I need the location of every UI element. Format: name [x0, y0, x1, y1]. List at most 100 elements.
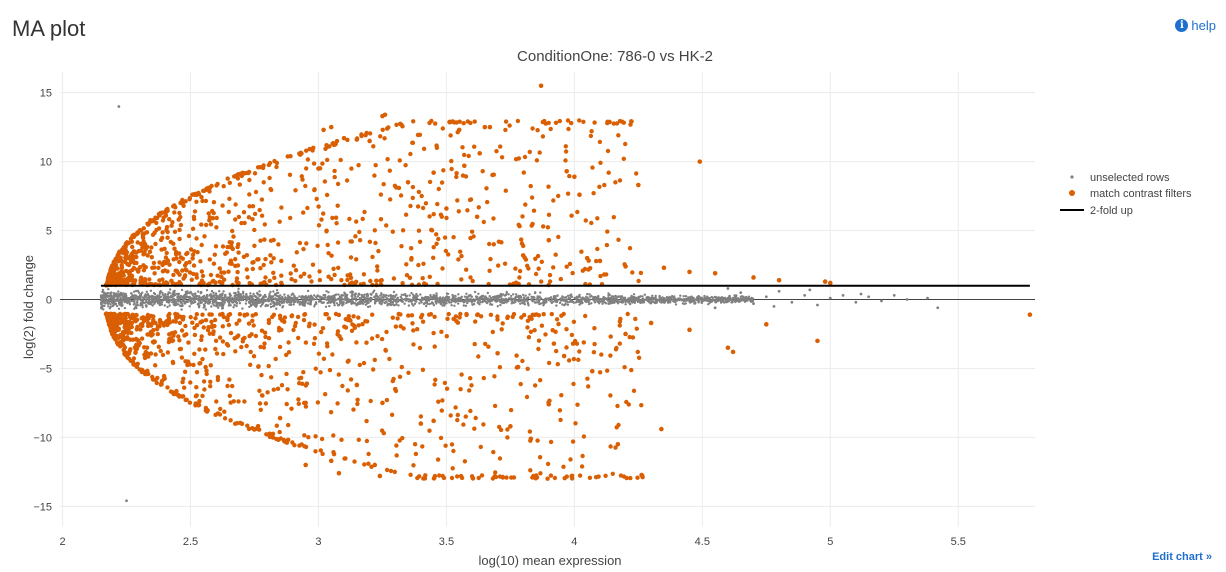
point-unselected — [197, 290, 200, 293]
point-unselected — [328, 297, 331, 300]
help-link[interactable]: i help — [1175, 18, 1216, 33]
point-unselected — [670, 295, 674, 298]
legend-item-unselected[interactable]: unselected rows — [1070, 172, 1170, 184]
point-match-outlier — [341, 135, 347, 141]
point-match — [476, 205, 481, 210]
point-match — [258, 407, 263, 412]
point-match — [112, 329, 118, 334]
edit-chart-link[interactable]: Edit chart » — [1152, 551, 1212, 563]
point-match — [359, 132, 364, 137]
point-unselected — [604, 302, 608, 305]
point-match — [245, 423, 250, 428]
point-match — [573, 421, 578, 426]
point-match — [262, 222, 267, 227]
point-match — [531, 208, 537, 213]
point-unselected — [277, 297, 281, 301]
point-unselected — [586, 296, 589, 299]
point-match — [319, 329, 324, 335]
point-match — [191, 271, 196, 277]
point-match — [595, 246, 600, 252]
point-unselected — [270, 296, 273, 299]
point-unselected — [248, 305, 251, 309]
point-unselected — [171, 295, 174, 298]
point-match — [570, 341, 576, 346]
point-unselected — [586, 292, 589, 296]
point-unselected-outlier — [880, 299, 883, 303]
point-unselected — [422, 302, 426, 305]
point-match — [500, 475, 505, 480]
point-unselected — [477, 292, 480, 295]
point-match — [222, 416, 228, 421]
point-match — [374, 278, 379, 283]
point-unselected — [711, 296, 714, 299]
legend-item-match[interactable]: match contrast filters — [1069, 188, 1192, 200]
point-unselected — [145, 290, 148, 293]
point-match — [389, 412, 395, 417]
point-unselected — [496, 305, 499, 308]
point-unselected — [133, 302, 136, 306]
point-match — [473, 415, 478, 421]
point-match-outlier — [316, 166, 321, 171]
point-match — [459, 277, 464, 282]
point-match — [329, 253, 334, 258]
point-match — [398, 312, 403, 317]
point-match — [218, 312, 223, 317]
point-match — [303, 444, 309, 450]
point-match — [465, 208, 470, 213]
point-match — [453, 314, 459, 319]
point-match — [598, 160, 603, 165]
point-unselected — [374, 297, 377, 301]
point-unselected — [361, 296, 364, 299]
point-match — [629, 119, 634, 124]
point-unselected — [217, 301, 220, 305]
point-match — [639, 403, 644, 408]
point-match — [178, 222, 184, 228]
point-unselected-outlier — [905, 298, 909, 301]
point-match — [456, 209, 461, 214]
point-match — [297, 381, 302, 386]
point-match — [177, 210, 182, 216]
point-match — [250, 217, 255, 222]
point-match — [262, 237, 267, 242]
point-match — [207, 185, 213, 190]
legend-item-fold-line[interactable]: 2-fold up — [1060, 205, 1133, 217]
point-match — [429, 227, 434, 233]
point-match — [129, 253, 134, 259]
point-match — [153, 241, 158, 247]
point-match — [497, 456, 503, 461]
point-unselected — [619, 295, 622, 298]
point-unselected — [731, 298, 734, 301]
point-unselected — [663, 301, 666, 304]
point-match — [371, 367, 376, 372]
point-match — [137, 340, 142, 346]
point-match — [526, 335, 532, 340]
point-match — [597, 370, 603, 375]
point-unselected — [293, 296, 296, 299]
point-match — [298, 150, 303, 155]
point-match — [120, 273, 126, 278]
point-unselected — [613, 301, 616, 304]
point-match — [312, 336, 318, 341]
point-match — [480, 169, 485, 174]
point-unselected — [389, 295, 393, 298]
point-match — [269, 260, 274, 265]
point-unselected — [150, 298, 153, 301]
point-match — [321, 211, 326, 216]
point-unselected — [350, 294, 354, 298]
point-match — [559, 393, 564, 398]
point-unselected — [550, 298, 554, 301]
point-match — [451, 448, 456, 454]
point-unselected — [511, 301, 515, 304]
point-unselected — [117, 307, 121, 310]
point-match — [591, 350, 597, 355]
point-match — [345, 317, 351, 323]
point-unselected — [277, 302, 281, 306]
point-match — [507, 123, 512, 128]
point-match — [226, 269, 231, 274]
point-unselected — [708, 301, 711, 304]
point-unselected — [178, 304, 182, 307]
point-match — [366, 451, 371, 457]
point-match — [206, 211, 211, 216]
point-match — [251, 260, 256, 265]
